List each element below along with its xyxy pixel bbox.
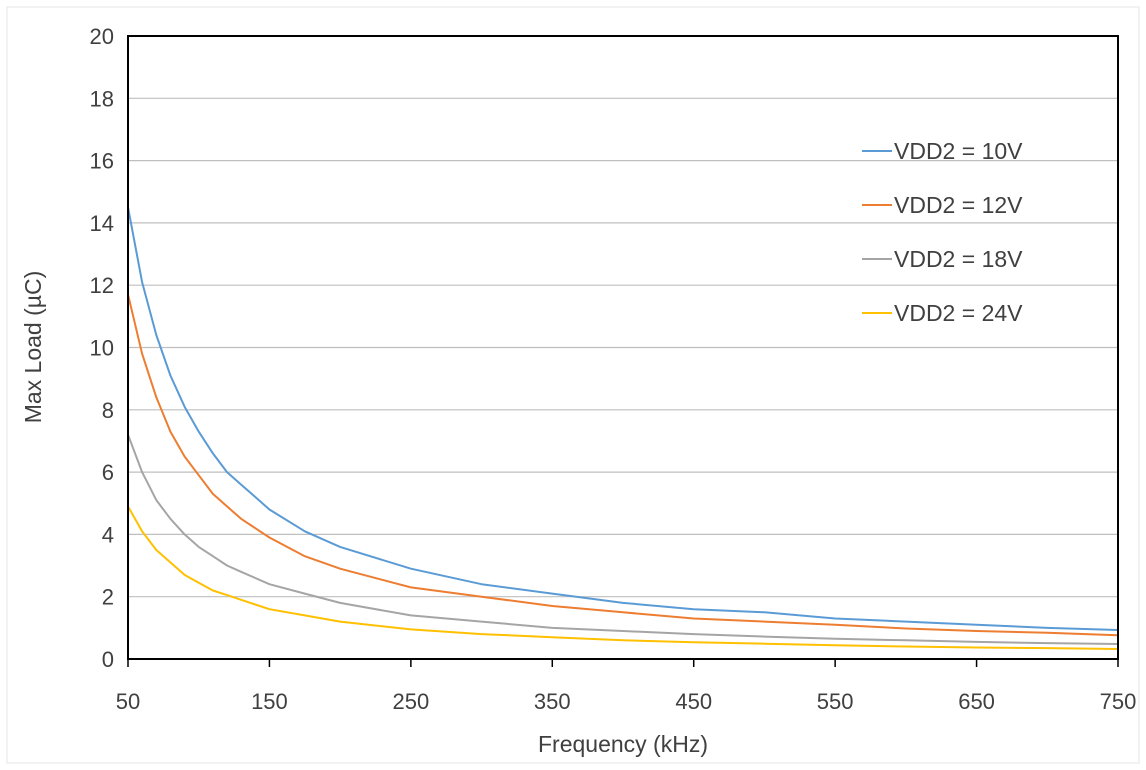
series-lines xyxy=(127,206,1119,650)
y-axis-ticks: 0 2 4 6 8 10 12 14 16 18 20 xyxy=(90,24,114,672)
y-tick-label: 12 xyxy=(90,273,114,298)
series-line-3 xyxy=(127,433,1119,645)
x-tick-label: 50 xyxy=(116,689,140,714)
x-axis-ticks: 50 150 250 350 450 550 650 750 xyxy=(116,659,1137,714)
y-tick-label: 0 xyxy=(102,647,114,672)
y-tick-label: 4 xyxy=(102,522,114,547)
legend-label: VDD2 = 12V xyxy=(894,192,1023,218)
x-tick-label: 350 xyxy=(534,689,571,714)
y-tick-label: 8 xyxy=(102,398,114,423)
y-tick-label: 10 xyxy=(90,336,114,361)
y-tick-label: 6 xyxy=(102,460,114,485)
y-tick-label: 18 xyxy=(90,86,114,111)
legend: VDD2 = 10V VDD2 = 12V VDD2 = 18V VDD2 = 24V xyxy=(862,138,1023,326)
series-line-4 xyxy=(127,505,1119,650)
legend-label: VDD2 = 18V xyxy=(894,246,1023,272)
x-tick-label: 650 xyxy=(958,689,995,714)
x-axis-title: Frequency (kHz) xyxy=(538,731,708,757)
y-tick-label: 2 xyxy=(102,585,114,610)
y-tick-label: 16 xyxy=(90,149,114,174)
x-tick-label: 150 xyxy=(251,689,288,714)
legend-label: VDD2 = 10V xyxy=(894,138,1023,164)
y-axis-title: Max Load (µC) xyxy=(20,271,46,424)
series-line-2 xyxy=(127,293,1119,637)
chart-frame xyxy=(6,6,1140,764)
x-tick-label: 550 xyxy=(817,689,854,714)
legend-label: VDD2 = 24V xyxy=(894,300,1023,326)
series-line-1 xyxy=(127,206,1119,631)
gridlines xyxy=(128,97,1118,598)
x-tick-label: 250 xyxy=(392,689,429,714)
x-tick-label: 450 xyxy=(675,689,712,714)
x-tick-label: 750 xyxy=(1100,689,1137,714)
y-tick-label: 20 xyxy=(90,24,114,49)
plot-area-border xyxy=(127,35,1119,660)
y-tick-label: 14 xyxy=(90,211,114,236)
